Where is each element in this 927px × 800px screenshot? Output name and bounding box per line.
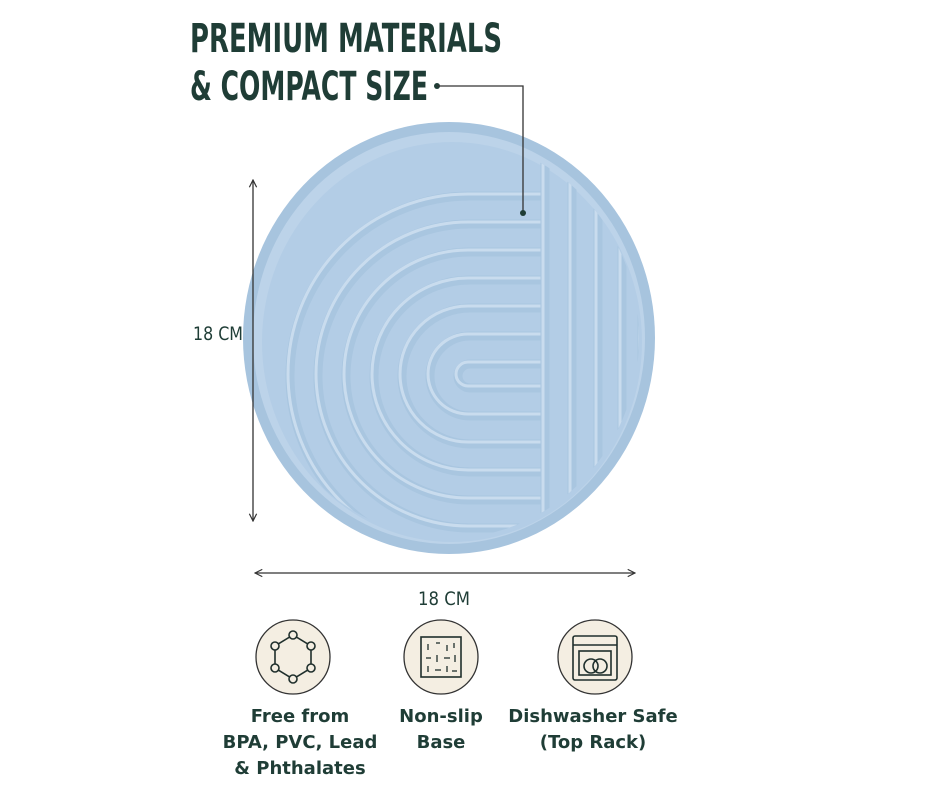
product-mat bbox=[243, 122, 655, 554]
rib-highlight bbox=[398, 304, 543, 444]
rib bbox=[453, 359, 545, 393]
icon-dishwasher bbox=[557, 619, 633, 695]
icon-bpa-free bbox=[255, 619, 331, 695]
icon-non-slip bbox=[403, 619, 479, 695]
feature-label: Base bbox=[417, 732, 466, 753]
feature-label: Non-slip bbox=[399, 706, 483, 727]
leader-line bbox=[434, 83, 526, 216]
feature-label: & Phthalates bbox=[234, 758, 365, 779]
feature-label: (Top Rack) bbox=[540, 732, 647, 753]
rib-highlight bbox=[342, 248, 543, 500]
title-line: PREMIUM MATERIALS bbox=[190, 16, 502, 62]
rib bbox=[285, 191, 545, 538]
feature-label: BPA, PVC, Lead bbox=[223, 732, 378, 753]
rib-highlight bbox=[454, 360, 543, 388]
rib-highlight bbox=[370, 276, 543, 472]
feature-label: Free from bbox=[251, 706, 350, 727]
width-label: 18 CM bbox=[418, 588, 470, 610]
rib-highlight bbox=[426, 332, 543, 416]
height-label: 18 CM bbox=[193, 323, 243, 345]
feature-label: Dishwasher Safe bbox=[508, 706, 677, 727]
title-line: & COMPACT SIZE bbox=[190, 64, 428, 110]
rib-highlight bbox=[314, 220, 543, 528]
